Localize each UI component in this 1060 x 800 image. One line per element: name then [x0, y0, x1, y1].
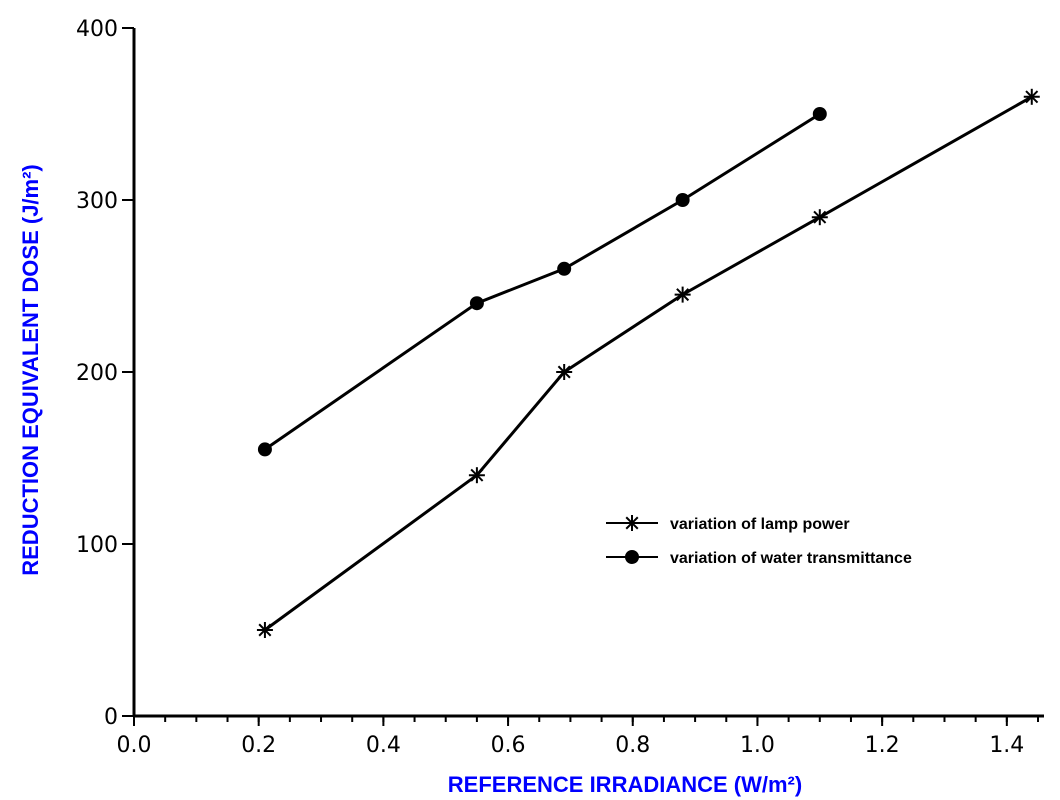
- axes: [132, 28, 1044, 718]
- x-tick-label: 0.8: [615, 733, 650, 758]
- legend-label-water-transmittance: variation of water transmittance: [670, 550, 912, 567]
- legend-marker-lamp-power: [624, 515, 640, 531]
- y-tick-label: 200: [76, 361, 118, 386]
- series-line-0: [264, 95, 1033, 632]
- y-tick-label: 0: [104, 705, 118, 730]
- series-layer: [256, 88, 1040, 638]
- legend-marker-water-transmittance: [625, 550, 639, 564]
- y-tick-label: 100: [76, 533, 118, 558]
- axis-ticks: 0.0 0.2 0.4 0.6 0.8 1.0 1.2 1.4 0 100 200 300 400: [76, 17, 1039, 758]
- data-point-asterisk: [1023, 88, 1040, 105]
- data-point-asterisk: [468, 467, 485, 484]
- data-point-circle: [557, 261, 572, 276]
- data-point-circle: [812, 107, 827, 121]
- legend-label-lamp-power: variation of lamp power: [670, 516, 850, 533]
- x-tick-label: 1.0: [740, 733, 775, 758]
- data-point-asterisk: [674, 286, 691, 303]
- legend: variation of lamp power variation of wat…: [606, 515, 912, 567]
- x-tick-label: 1.2: [865, 733, 900, 758]
- legend-asterisk-icon: [624, 515, 640, 531]
- x-tick-label: 0.6: [491, 733, 526, 758]
- y-tick-label: 400: [76, 17, 118, 42]
- y-axis-title: REDUCTION EQUIVALENT DOSE (J/m²): [18, 164, 43, 576]
- x-tick-label: 1.4: [989, 733, 1024, 758]
- legend-circle-icon: [625, 550, 639, 564]
- x-axis-title: REFERENCE IRRADIANCE (W/m²): [448, 772, 802, 797]
- x-tick-label: 0.4: [366, 733, 401, 758]
- x-tick-label: 0.0: [117, 733, 152, 758]
- x-tick-label: 0.2: [241, 733, 276, 758]
- data-point-circle: [469, 296, 484, 311]
- data-point-asterisk: [256, 622, 273, 638]
- data-point-asterisk: [556, 364, 573, 380]
- y-tick-label: 300: [76, 189, 118, 214]
- data-point-circle: [257, 442, 272, 457]
- data-point-circle: [675, 193, 690, 207]
- data-point-asterisk: [811, 209, 828, 226]
